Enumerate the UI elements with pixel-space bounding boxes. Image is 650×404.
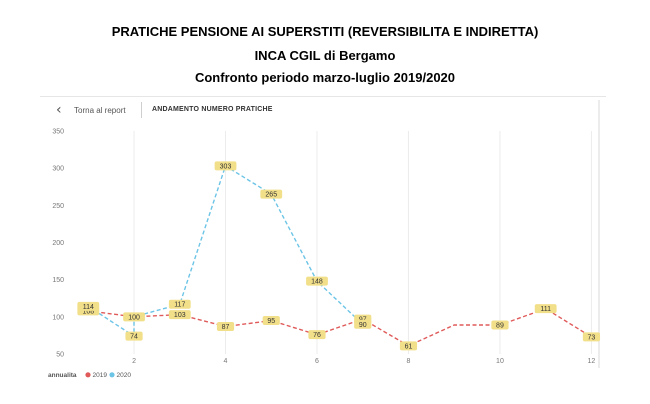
legend-label: 2020 — [117, 372, 132, 379]
x-tick-label: 10 — [496, 358, 504, 365]
data-label-background — [214, 161, 237, 171]
y-tick-label: 200 — [52, 240, 64, 247]
data-label: 95 — [267, 318, 275, 325]
data-label-background — [123, 312, 145, 322]
data-label-background — [168, 299, 191, 309]
data-label-background — [308, 330, 326, 340]
chart-title: PRATICHE PENSIONE AI SUPERSTITI (REVERSI… — [111, 24, 539, 39]
y-tick-label: 150 — [52, 277, 64, 284]
data-label: 111 — [540, 306, 551, 313]
data-label-background — [168, 310, 191, 320]
section-title: ANDAMENTO NUMERO PRATICHE — [152, 106, 273, 113]
data-label-background — [534, 304, 557, 314]
data-label: 100 — [128, 314, 140, 321]
data-label-background — [582, 332, 601, 342]
data-label-background — [260, 189, 283, 199]
data-label: 89 — [496, 323, 504, 330]
data-label-background — [491, 320, 509, 330]
data-label-background — [125, 331, 143, 341]
data-label: 73 — [588, 334, 596, 341]
data-label-background — [77, 301, 100, 311]
data-label: 265 — [265, 192, 277, 199]
panel-top-border — [40, 96, 606, 97]
y-tick-label: 250 — [52, 203, 64, 210]
y-tick-label: 300 — [52, 166, 64, 173]
data-label: 117 — [174, 302, 185, 309]
x-tick-label: 2 — [132, 358, 136, 365]
x-tick-label: 4 — [224, 358, 228, 365]
legend-label: 2019 — [93, 372, 108, 379]
scrollbar-track[interactable] — [598, 100, 600, 368]
data-label: 90 — [359, 322, 367, 329]
data-label: 114 — [83, 304, 94, 311]
data-label-background — [306, 276, 328, 286]
chevron-left-icon[interactable]: ‹ — [56, 102, 62, 118]
data-label: 103 — [174, 312, 186, 319]
data-label: 303 — [220, 163, 232, 170]
back-to-report-link[interactable]: Torna al report — [74, 106, 126, 115]
data-label: 148 — [311, 279, 323, 286]
x-tick-label: 6 — [315, 358, 319, 365]
data-label-background — [262, 316, 280, 326]
series-line-2019 — [88, 307, 592, 347]
data-label: 87 — [222, 324, 230, 331]
legend-marker-2019 — [85, 372, 91, 378]
y-tick-label: 100 — [52, 314, 64, 321]
y-tick-label: 350 — [52, 129, 64, 136]
legend-marker-2020 — [109, 372, 115, 378]
y-tick-label: 50 — [56, 352, 64, 359]
data-label-background — [216, 321, 235, 331]
toolbar-divider — [141, 102, 142, 118]
data-label: 74 — [130, 334, 138, 341]
data-label-background — [354, 319, 372, 329]
chart-subtitle-organization: INCA CGIL di Bergamo — [254, 48, 396, 63]
data-label: 61 — [405, 343, 413, 350]
data-label: 108 — [82, 308, 94, 315]
data-label-background — [399, 341, 418, 351]
x-tick-label: 8 — [407, 358, 411, 365]
chart-subtitle-period: Confronto periodo marzo-luglio 2019/2020 — [194, 70, 456, 85]
x-tick-label: 12 — [588, 358, 596, 365]
data-label: 76 — [313, 332, 321, 339]
legend-title: annualita — [48, 372, 77, 379]
